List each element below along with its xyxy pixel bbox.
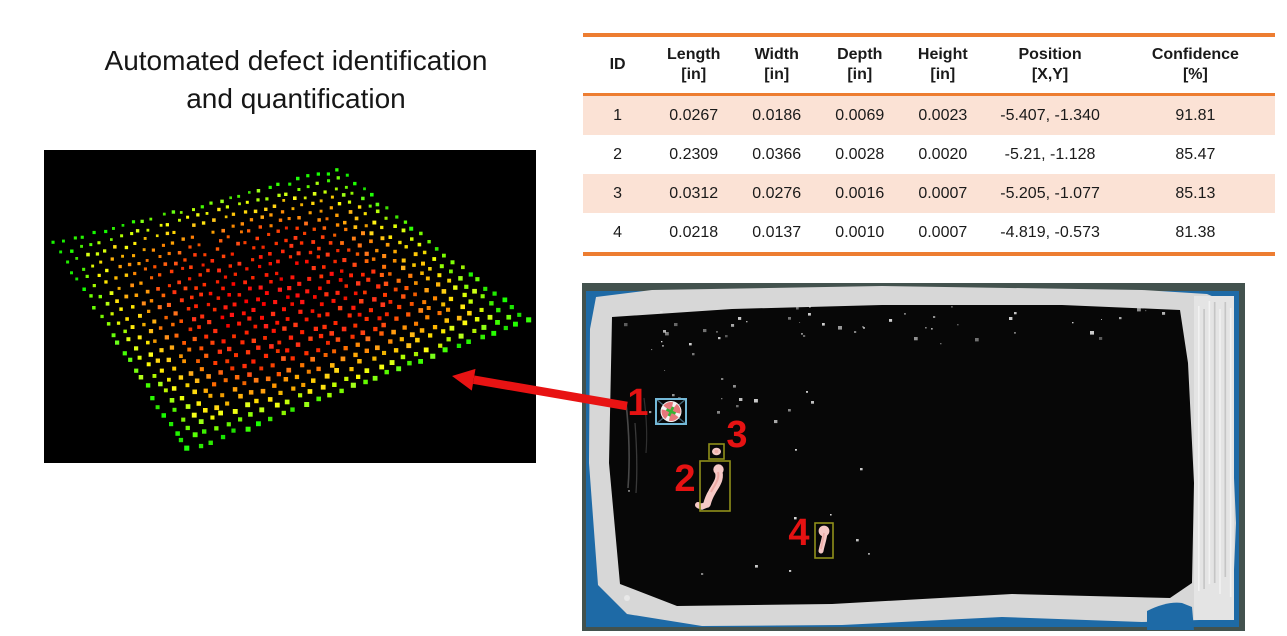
scan-figure: 123 4 xyxy=(582,283,1245,631)
table-cell: -5.205, -1.077 xyxy=(1000,184,1100,202)
column-header: Width [in] xyxy=(735,33,819,96)
table-cell: 0.0023 xyxy=(918,106,968,124)
page-title-line1: Automated defect identification xyxy=(104,45,488,76)
table-cell: -4.819, -0.573 xyxy=(984,213,1116,256)
table-cell: 91.81 xyxy=(1175,106,1216,124)
table-cell: 81.38 xyxy=(1115,213,1275,256)
table-cell: 0.0069 xyxy=(835,106,885,124)
pointcloud-figure xyxy=(51,168,532,451)
table-cell: 0.0312 xyxy=(669,184,719,202)
table-cell: 0.0267 xyxy=(669,106,719,124)
table-cell: 4 xyxy=(583,213,653,256)
table-cell: -5.21, -1.128 xyxy=(1004,145,1096,163)
page-title-line2: and quantification xyxy=(186,83,406,114)
defect-row: 2 0.2309 0.0366 0.0028 0.0020 -5.21, -1.128 85… xyxy=(583,135,1275,174)
defect-row: 1 0.0267 0.0186 0.0069 0.0023 -5.407, -1.340 9… xyxy=(583,94,1275,135)
defect-label-3: 3 xyxy=(726,414,747,456)
table-cell: 0.0007 xyxy=(918,184,968,202)
pointcloud-panel xyxy=(44,150,536,463)
page-title: Automated defect identification and quan… xyxy=(46,42,546,118)
column-header: ID xyxy=(583,33,653,96)
defect-row: 3 0.0312 0.0276 0.0016 0.0007 -5.205, -1.077 8… xyxy=(583,174,1275,213)
table-cell: 0.0276 xyxy=(752,184,802,202)
table-cell: 0.0016 xyxy=(835,184,885,202)
table-cell: 0.0028 xyxy=(835,145,885,163)
table-cell: 0.0366 xyxy=(752,145,802,163)
table-cell: 0.2309 xyxy=(669,145,719,163)
column-header: Height [in] xyxy=(901,33,985,96)
table-cell: 2 xyxy=(613,145,623,163)
defect-table-container: ID Length [in] Width [in] Depth [in] Height [in]… xyxy=(583,33,1275,256)
table-cell: 0.0137 xyxy=(735,213,819,256)
column-header: Depth [in] xyxy=(818,33,902,96)
column-header: Length [in] xyxy=(652,33,736,96)
defect-table: ID Length [in] Width [in] Depth [in] Height [in]… xyxy=(583,33,1275,256)
table-cell: 0.0020 xyxy=(918,145,968,163)
defect-label-4: 4 xyxy=(788,512,809,554)
defect-row: 4 0.0218 0.0137 0.0010 0.0007 -4.819, -0.573 8… xyxy=(583,213,1275,256)
table-cell: 0.0218 xyxy=(652,213,736,256)
table-header-row: ID Length [in] Width [in] Depth [in] Height [in]… xyxy=(583,33,1275,96)
table-cell: 1 xyxy=(613,106,623,124)
table-cell: 3 xyxy=(613,184,623,202)
defect-label-1: 1 xyxy=(627,382,648,424)
column-header: Position [X,Y] xyxy=(984,33,1116,96)
table-cell: 85.47 xyxy=(1175,145,1216,163)
column-header: Confidence [%] xyxy=(1115,33,1275,96)
table-cell: 0.0010 xyxy=(818,213,902,256)
table-cell: 0.0186 xyxy=(752,106,802,124)
table-cell: 85.13 xyxy=(1175,184,1216,202)
table-cell: 0.0007 xyxy=(901,213,985,256)
defect-label-2: 2 xyxy=(674,458,695,500)
table-cell: -5.407, -1.340 xyxy=(1000,106,1100,124)
